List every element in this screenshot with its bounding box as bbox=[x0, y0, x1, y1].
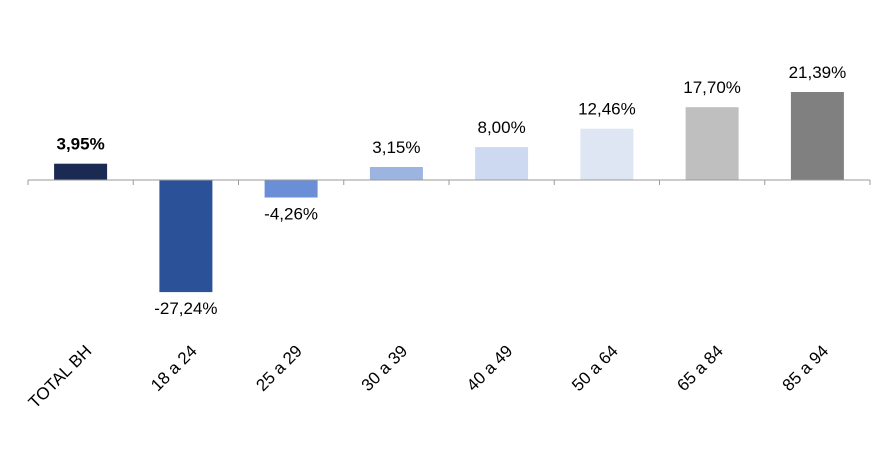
data-label-5: 12,46% bbox=[578, 100, 636, 119]
category-label-6: 65 a 84 bbox=[673, 341, 727, 395]
category-label-5: 50 a 64 bbox=[568, 341, 622, 395]
bar-0 bbox=[54, 163, 108, 180]
data-label-2: -4,26% bbox=[264, 205, 318, 224]
data-label-4: 8,00% bbox=[477, 118, 525, 137]
bar-2 bbox=[264, 180, 318, 198]
category-label-3: 30 a 39 bbox=[358, 341, 412, 395]
data-label-1: -27,24% bbox=[154, 299, 217, 318]
category-label-1: 18 a 24 bbox=[147, 341, 201, 395]
data-label-6: 17,70% bbox=[683, 78, 741, 97]
category-label-7: 85 a 94 bbox=[779, 341, 833, 395]
bar-5 bbox=[580, 128, 634, 180]
bar-1 bbox=[159, 180, 213, 293]
bar-6 bbox=[685, 107, 739, 180]
data-label-7: 21,39% bbox=[789, 63, 847, 82]
bar-4 bbox=[475, 147, 529, 180]
data-label-0: 3,95% bbox=[56, 135, 104, 154]
category-label-0: TOTAL BH bbox=[25, 341, 96, 412]
category-label-2: 25 a 29 bbox=[252, 341, 306, 395]
bar-7 bbox=[790, 92, 844, 180]
data-label-3: 3,15% bbox=[372, 138, 420, 157]
bar-3 bbox=[369, 167, 423, 180]
category-label-4: 40 a 49 bbox=[463, 341, 517, 395]
